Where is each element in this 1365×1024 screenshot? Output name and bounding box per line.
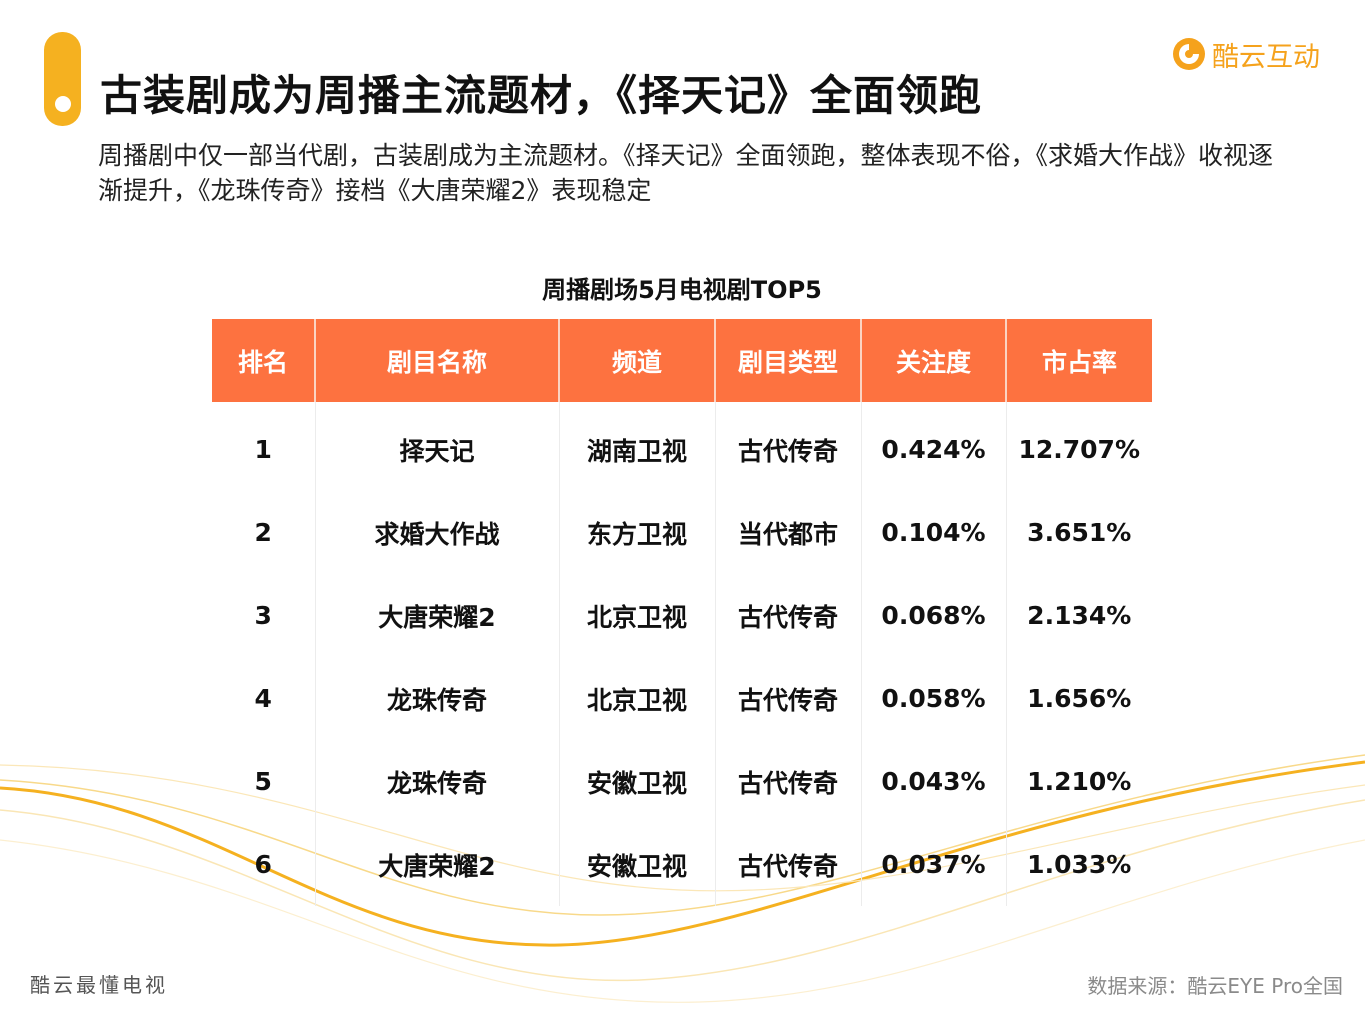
cell-channel: 安徽卫视 [558,740,715,823]
table-row: 4 龙珠传奇 北京卫视 古代传奇 0.058% 1.656% [212,657,1152,740]
cell-attention: 0.424% [860,402,1006,491]
cell-attention: 0.037% [860,823,1006,906]
cell-rank: 2 [254,518,272,547]
cell-channel: 湖南卫视 [558,402,715,491]
table-row: 6 大唐荣耀2 安徽卫视 古代传奇 0.037% 1.033% [212,823,1152,906]
cell-genre: 古代传奇 [714,823,861,906]
cell-attention: 0.068% [860,574,1006,657]
cell-share: 1.656% [1005,657,1152,740]
column-header-channel: 频道 [558,319,715,402]
column-header-rank: 排名 [212,319,315,402]
cell-name: 龙珠传奇 [314,657,559,740]
cell-rank: 5 [254,767,272,796]
data-source-note: 数据来源：酷云EYE Pro全国 [1087,974,1343,998]
column-header-name: 剧目名称 [314,319,559,402]
cell-genre: 古代传奇 [714,402,861,491]
cell-rank: 1 [254,435,272,464]
cell-channel: 东方卫视 [558,491,715,574]
cell-share: 1.033% [1005,823,1152,906]
title-accent-dot [55,96,71,112]
footer-slogan: 酷云最懂电视 [30,973,168,997]
table-row: 1 择天记 湖南卫视 古代传奇 0.424% 12.707% [212,402,1152,491]
cell-rank: 3 [254,601,272,630]
cell-share: 12.707% [1005,402,1152,491]
cell-share: 1.210% [1005,740,1152,823]
cell-share: 2.134% [1005,574,1152,657]
cell-rank: 4 [254,684,272,713]
table-row: 2 求婚大作战 东方卫视 当代都市 0.104% 3.651% [212,491,1152,574]
table-row: 3 大唐荣耀2 北京卫视 古代传奇 0.068% 2.134% [212,574,1152,657]
cell-name: 龙珠传奇 [314,740,559,823]
page-title: 古装剧成为周播主流题材，《择天记》全面领跑 [100,71,983,120]
table-title: 周播剧场5月电视剧TOP5 [542,276,822,304]
cell-rank: 6 [254,850,272,879]
column-header-attention: 关注度 [860,319,1006,402]
column-header-share: 市占率 [1005,319,1152,402]
cell-name: 大唐荣耀2 [314,574,559,657]
cell-channel: 北京卫视 [558,657,715,740]
cell-attention: 0.043% [860,740,1006,823]
table-row: 5 龙珠传奇 安徽卫视 古代传奇 0.043% 1.210% [212,740,1152,823]
cell-name: 大唐荣耀2 [314,823,559,906]
cell-attention: 0.058% [860,657,1006,740]
page-subtitle: 周播剧中仅一部当代剧，古装剧成为主流题材。《择天记》全面领跑，整体表现不俗，《求… [98,141,1274,205]
cell-name: 择天记 [314,402,559,491]
cell-name: 求婚大作战 [314,491,559,574]
logo-text: 酷云互动 [1212,41,1320,73]
cell-share: 3.651% [1005,491,1152,574]
cell-attention: 0.104% [860,491,1006,574]
ranking-table: 排名 剧目名称 频道 剧目类型 关注度 市占率 1 择天记 湖南卫视 古代传奇 … [212,319,1152,906]
kuyun-logo-icon [1173,38,1205,70]
column-header-genre: 剧目类型 [714,319,861,402]
cell-genre: 当代都市 [714,491,861,574]
cell-channel: 安徽卫视 [558,823,715,906]
cell-genre: 古代传奇 [714,574,861,657]
brand-logo: 酷云互动 [1172,36,1320,73]
cell-channel: 北京卫视 [558,574,715,657]
table-header-row: 排名 剧目名称 频道 剧目类型 关注度 市占率 [212,319,1152,402]
cell-genre: 古代传奇 [714,657,861,740]
cell-genre: 古代传奇 [714,740,861,823]
